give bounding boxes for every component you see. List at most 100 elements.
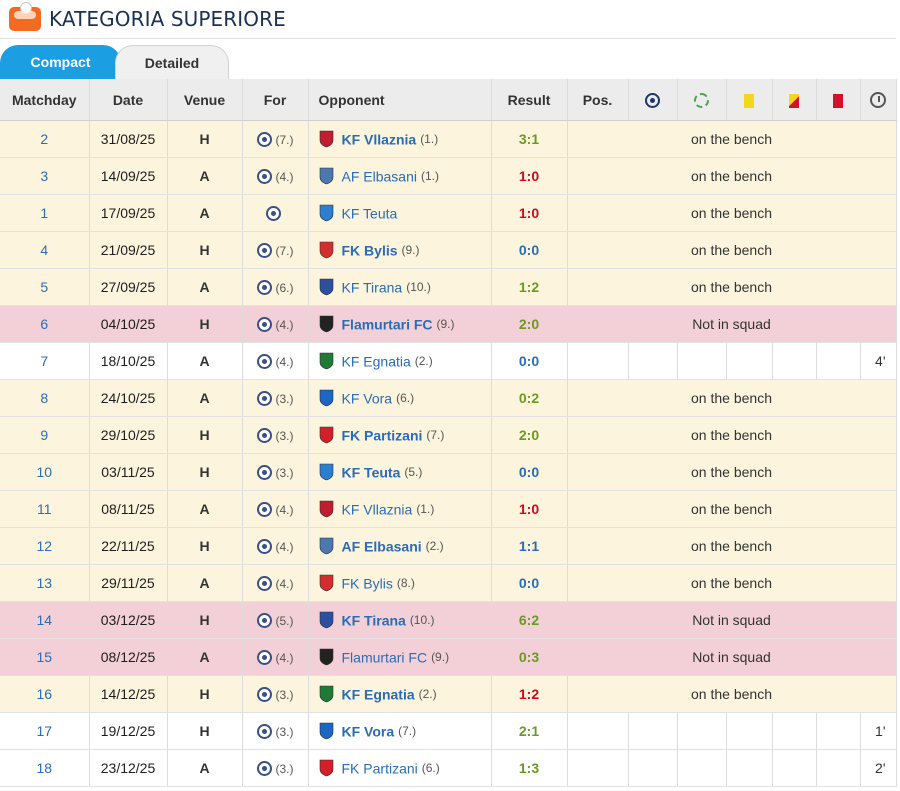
- club-crest-icon[interactable]: [256, 465, 272, 481]
- matchday-cell[interactable]: 4: [0, 231, 90, 269]
- opponent-link[interactable]: KF Vora: [341, 723, 395, 740]
- col-date[interactable]: Date: [89, 79, 168, 121]
- club-crest-icon[interactable]: [256, 317, 272, 333]
- result-link[interactable]: 1:3: [518, 760, 540, 776]
- opponent-crest-icon[interactable]: [319, 352, 334, 370]
- matchday-cell[interactable]: 16: [0, 675, 90, 713]
- result-link[interactable]: 3:1: [518, 131, 540, 147]
- opponent-link[interactable]: KF Vllaznia: [341, 131, 417, 148]
- opponent-crest-icon[interactable]: [319, 204, 334, 222]
- table-row[interactable]: 2 31/08/25 H (7.) KF Vllaznia (1.) 3:1 on the b…: [0, 120, 897, 158]
- tab-detailed[interactable]: Detailed: [115, 45, 229, 80]
- opponent-crest-icon[interactable]: [319, 315, 334, 333]
- opponent-link[interactable]: AF Elbasani: [341, 538, 422, 555]
- table-row[interactable]: 10 03/11/25 H (3.) KF Teuta (5.) 0:0 on the ben…: [0, 453, 897, 491]
- club-crest-icon[interactable]: [256, 280, 272, 296]
- matchday-cell[interactable]: 9: [0, 416, 90, 454]
- table-row[interactable]: 16 14/12/25 H (3.) KF Egnatia (2.) 1:2 on the b…: [0, 675, 897, 713]
- club-crest-icon[interactable]: [256, 650, 272, 666]
- opponent-link[interactable]: FK Bylis: [341, 242, 398, 259]
- table-row[interactable]: 17 19/12/25 H (3.) KF Vora (7.) 2:1 1': [0, 712, 897, 750]
- matchday-cell[interactable]: 6: [0, 305, 90, 343]
- opponent-crest-icon[interactable]: [319, 389, 334, 407]
- opponent-crest-icon[interactable]: [319, 685, 334, 703]
- col-for[interactable]: For: [242, 79, 309, 121]
- result-link[interactable]: 1:2: [518, 279, 540, 295]
- opponent-link[interactable]: KF Vllaznia: [341, 501, 413, 518]
- opponent-link[interactable]: KF Egnatia: [341, 686, 415, 703]
- table-row[interactable]: 9 29/10/25 H (3.) FK Partizani (7.) 2:0 on the …: [0, 416, 897, 454]
- club-crest-icon[interactable]: [265, 206, 281, 222]
- opponent-link[interactable]: KF Egnatia: [341, 353, 411, 370]
- tab-compact[interactable]: Compact: [0, 45, 121, 79]
- club-crest-icon[interactable]: [256, 243, 272, 259]
- table-row[interactable]: 3 14/09/25 A (4.) AF Elbasani (1.) 1:0 on the b…: [0, 157, 897, 195]
- opponent-link[interactable]: FK Partizani: [341, 760, 418, 777]
- table-row[interactable]: 18 23/12/25 A (3.) FK Partizani (6.) 1:3 2': [0, 749, 897, 787]
- opponent-crest-icon[interactable]: [319, 648, 334, 666]
- opponent-crest-icon[interactable]: [319, 500, 334, 518]
- result-link[interactable]: 0:0: [518, 242, 540, 258]
- col-venue[interactable]: Venue: [167, 79, 243, 121]
- opponent-crest-icon[interactable]: [319, 611, 334, 629]
- opponent-crest-icon[interactable]: [319, 574, 334, 592]
- opponent-crest-icon[interactable]: [319, 241, 334, 259]
- club-crest-icon[interactable]: [256, 354, 272, 370]
- result-link[interactable]: 1:2: [518, 686, 540, 702]
- opponent-link[interactable]: KF Tirana: [341, 279, 403, 296]
- table-row[interactable]: 4 21/09/25 H (7.) FK Bylis (9.) 0:0 on the benc…: [0, 231, 897, 269]
- club-crest-icon[interactable]: [256, 169, 272, 185]
- club-crest-icon[interactable]: [256, 391, 272, 407]
- result-link[interactable]: 1:0: [518, 168, 540, 184]
- opponent-link[interactable]: KF Vora: [341, 390, 393, 407]
- matchday-cell[interactable]: 5: [0, 268, 90, 306]
- club-crest-icon[interactable]: [256, 539, 272, 555]
- opponent-link[interactable]: Flamurtari FC: [341, 316, 433, 333]
- opponent-crest-icon[interactable]: [319, 426, 334, 444]
- table-row[interactable]: 15 08/12/25 A (4.) Flamurtari FC (9.) 0:3 Not i…: [0, 638, 897, 676]
- club-crest-icon[interactable]: [256, 687, 272, 703]
- opponent-link[interactable]: FK Bylis: [341, 575, 393, 592]
- result-link[interactable]: 2:0: [518, 427, 540, 443]
- club-crest-icon[interactable]: [256, 761, 272, 777]
- table-row[interactable]: 1 17/09/25 A KF Teuta 1:0 on the bench: [0, 194, 897, 232]
- club-crest-icon[interactable]: [256, 502, 272, 518]
- col-pos[interactable]: Pos.: [567, 79, 629, 121]
- col-result[interactable]: Result: [491, 79, 568, 121]
- result-link[interactable]: 2:1: [518, 723, 540, 739]
- club-crest-icon[interactable]: [256, 724, 272, 740]
- matchday-cell[interactable]: 17: [0, 712, 90, 750]
- opponent-link[interactable]: KF Teuta: [341, 464, 401, 481]
- matchday-cell[interactable]: 8: [0, 379, 90, 417]
- matchday-cell[interactable]: 3: [0, 157, 90, 195]
- result-link[interactable]: 0:0: [518, 575, 540, 591]
- matchday-cell[interactable]: 12: [0, 527, 90, 565]
- opponent-crest-icon[interactable]: [319, 722, 334, 740]
- result-link[interactable]: 1:0: [518, 501, 540, 517]
- result-link[interactable]: 2:0: [518, 316, 540, 332]
- result-link[interactable]: 0:2: [518, 390, 540, 406]
- table-row[interactable]: 6 04/10/25 H (4.) Flamurtari FC (9.) 2:0 Not in…: [0, 305, 897, 343]
- matchday-cell[interactable]: 14: [0, 601, 90, 639]
- opponent-crest-icon[interactable]: [319, 463, 334, 481]
- opponent-link[interactable]: FK Partizani: [341, 427, 423, 444]
- opponent-crest-icon[interactable]: [319, 537, 334, 555]
- opponent-crest-icon[interactable]: [319, 167, 334, 185]
- table-row[interactable]: 7 18/10/25 A (4.) KF Egnatia (2.) 0:0 4': [0, 342, 897, 380]
- result-link[interactable]: 0:0: [518, 353, 540, 369]
- table-row[interactable]: 13 29/11/25 A (4.) FK Bylis (8.) 0:0 on the ben…: [0, 564, 897, 602]
- opponent-crest-icon[interactable]: [319, 130, 334, 148]
- matchday-cell[interactable]: 11: [0, 490, 90, 528]
- matchday-cell[interactable]: 1: [0, 194, 90, 232]
- col-opponent[interactable]: Opponent: [308, 79, 492, 121]
- matchday-cell[interactable]: 18: [0, 749, 90, 787]
- club-crest-icon[interactable]: [256, 613, 272, 629]
- table-row[interactable]: 14 03/12/25 H (5.) KF Tirana (10.) 6:2 Not in s…: [0, 601, 897, 639]
- club-crest-icon[interactable]: [256, 132, 272, 148]
- table-row[interactable]: 11 08/11/25 A (4.) KF Vllaznia (1.) 1:0 on the …: [0, 490, 897, 528]
- opponent-link[interactable]: AF Elbasani: [341, 168, 417, 185]
- matchday-cell[interactable]: 15: [0, 638, 90, 676]
- result-link[interactable]: 6:2: [518, 612, 540, 628]
- opponent-crest-icon[interactable]: [319, 278, 334, 296]
- col-matchday[interactable]: Matchday: [0, 79, 90, 121]
